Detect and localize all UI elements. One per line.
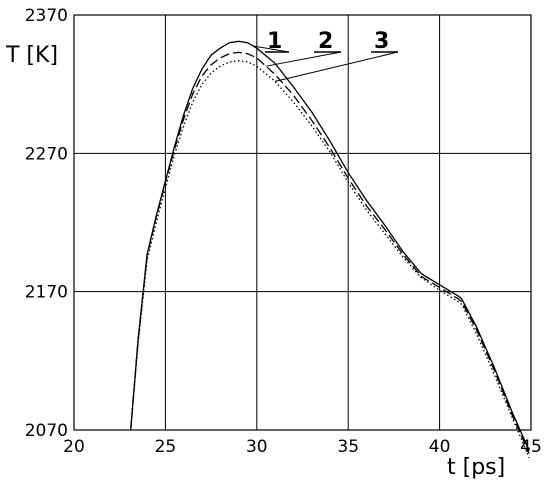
y-tick-label: 2370 — [25, 6, 68, 26]
series-line-1 — [130, 40, 530, 452]
y-tick-label: 2270 — [25, 144, 68, 164]
y-tick-label: 2170 — [25, 283, 68, 303]
series-layer — [130, 40, 530, 458]
x-tick-label: 25 — [155, 437, 177, 457]
series-line-2 — [130, 51, 530, 454]
plot-frame — [73, 14, 532, 431]
y-tick-label: 2070 — [25, 421, 68, 441]
x-tick-label: 30 — [246, 437, 268, 457]
series-line-3 — [130, 59, 530, 458]
series-leader-line — [253, 45, 290, 53]
y-axis-label: T [K] — [5, 43, 58, 68]
series-leader-line — [265, 51, 342, 67]
series-label-2: 2 — [318, 29, 333, 54]
series-label-3: 3 — [374, 29, 389, 54]
x-tick-label: 40 — [429, 437, 451, 457]
series-label-1: 1 — [267, 29, 282, 54]
x-axis-label: t [ps] — [447, 455, 505, 480]
x-tick-label: 35 — [337, 437, 359, 457]
x-tick-label: 20 — [63, 437, 85, 457]
series-labels: 1 2 3 — [253, 29, 399, 82]
series-leader-line — [274, 51, 399, 82]
